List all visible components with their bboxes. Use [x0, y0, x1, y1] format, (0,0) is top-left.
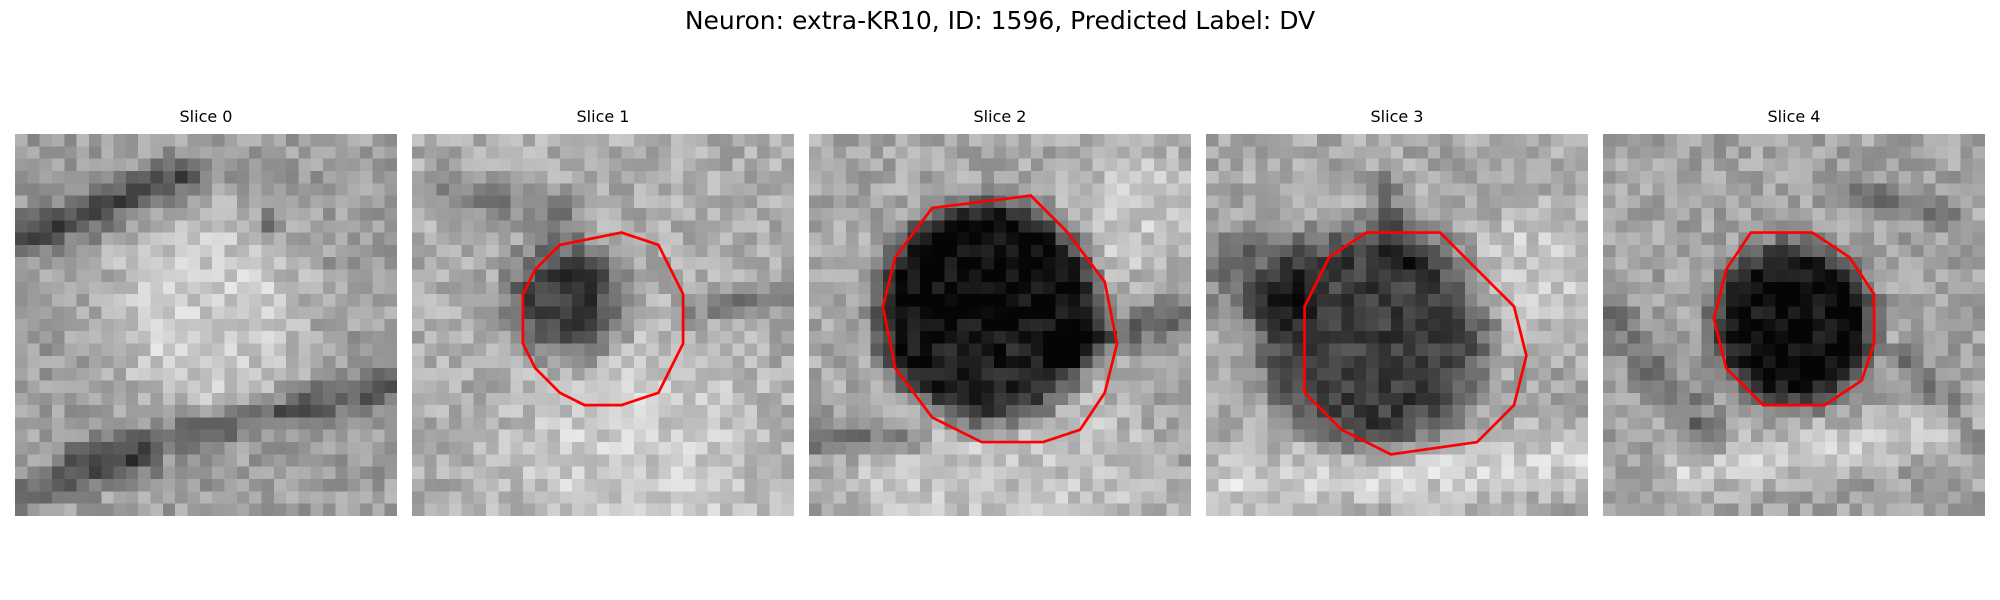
slice-title: Slice 4	[1767, 107, 1821, 126]
slice-panel-3: Slice 3	[1206, 108, 1588, 516]
slice-panel-1: Slice 1	[412, 108, 794, 516]
cell-outline	[1303, 231, 1528, 456]
slice-panel-2: Slice 2	[809, 108, 1191, 516]
cell-outline	[1712, 231, 1876, 407]
slice-title: Slice 0	[179, 107, 233, 126]
slice-panel-0: Slice 0	[15, 108, 397, 516]
slice-panel-4: Slice 4	[1603, 108, 1985, 516]
cell-outline	[881, 194, 1119, 444]
slice-image-2	[809, 134, 1191, 516]
slice-title: Slice 2	[973, 107, 1027, 126]
figure-title: Neuron: extra-KR10, ID: 1596, Predicted …	[684, 6, 1316, 35]
slice-image-4	[1603, 134, 1985, 516]
slice-title: Slice 3	[1370, 107, 1424, 126]
slice-image-3	[1206, 134, 1588, 516]
slice-title: Slice 1	[576, 107, 630, 126]
cell-outline	[521, 231, 685, 407]
slice-image-1	[412, 134, 794, 516]
slice-image-0	[15, 134, 397, 516]
